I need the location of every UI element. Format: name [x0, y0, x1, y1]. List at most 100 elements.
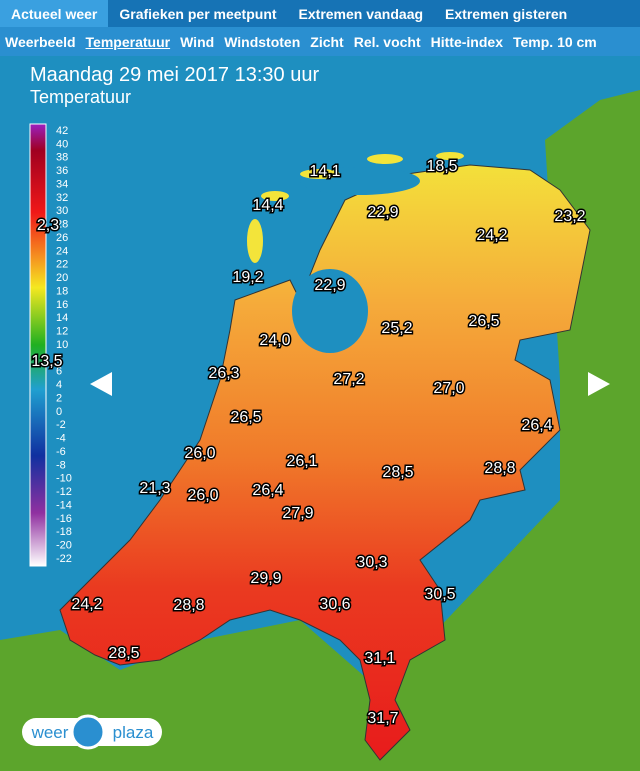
subtab[interactable]: Zicht: [310, 34, 344, 50]
station-temp: 28,8: [484, 460, 515, 477]
tab-bar: Actueel weer Grafieken per meetpunt Extrem…: [0, 0, 640, 27]
station-temp: 18,5: [426, 158, 457, 175]
scale-label: -14: [56, 499, 72, 511]
scale-label: 16: [56, 299, 68, 311]
tab[interactable]: Extremen gisteren: [445, 6, 568, 22]
scale-label: 20: [56, 272, 68, 284]
lake: [292, 269, 368, 353]
subtab[interactable]: Rel. vocht: [353, 34, 421, 50]
scale-label: 28: [56, 219, 68, 231]
station-temp: 28,8: [173, 597, 204, 614]
scale-label: 22: [56, 259, 68, 271]
station-temp: 30,3: [356, 554, 387, 571]
subtab[interactable]: Wind: [180, 34, 215, 50]
logo[interactable]: weer plaza: [22, 714, 162, 750]
station-temp: 25,2: [381, 320, 412, 337]
neighbour-land: [0, 90, 640, 771]
scale-label: -16: [56, 513, 72, 525]
subtab[interactable]: Weerbeeld: [5, 34, 76, 50]
station-temp: 22,9: [314, 277, 345, 294]
station-temp: 29,9: [250, 570, 281, 587]
subtab-bar: Weerbeeld Temperatuur Wind Windstoten Zicht R…: [0, 27, 640, 56]
scale-label: 6: [56, 366, 62, 378]
station-temp: 19,2: [232, 269, 263, 286]
scale-label: 38: [56, 152, 68, 164]
station-temp: 21,3: [139, 480, 170, 497]
scale-label: 18: [56, 285, 68, 297]
scale-label: 30: [56, 205, 68, 217]
station-temp: 28,5: [382, 464, 413, 481]
station-temp: 28,5: [108, 645, 139, 662]
station-temp: 24,0: [259, 332, 290, 349]
netherlands: [59, 164, 591, 761]
station-temp: 26,5: [230, 409, 261, 426]
station-temp: 27,9: [282, 505, 313, 522]
scale-label: -2: [56, 419, 66, 431]
station-temp: 24,2: [71, 596, 102, 613]
tab[interactable]: Actueel weer: [0, 0, 109, 27]
scale-label: 8: [56, 352, 62, 364]
island: [367, 154, 403, 164]
scale-label: -12: [56, 486, 72, 498]
station-temp: 26,4: [521, 417, 552, 434]
scale-label: 4: [56, 379, 62, 391]
logo-left: weer: [31, 723, 69, 742]
scale-label: -20: [56, 540, 72, 552]
subtab[interactable]: Temp. 10 cm: [512, 34, 597, 50]
station-temp: 27,0: [433, 380, 464, 397]
station-temp: 26,0: [184, 445, 215, 462]
island: [300, 169, 340, 179]
scale-bar: [29, 123, 47, 567]
scale-label: 36: [56, 165, 68, 177]
scale-label: -4: [56, 433, 66, 445]
scale-label: 32: [56, 192, 68, 204]
island: [261, 191, 289, 201]
scale-label: -6: [56, 446, 66, 458]
scale-label: -8: [56, 459, 66, 471]
map: Maandag 29 mei 2017 13:30 uur Temperatuu…: [0, 64, 640, 771]
tab[interactable]: Extremen vandaag: [298, 6, 424, 22]
map-subtitle: Temperatuur: [30, 87, 131, 107]
station-temp: 26,4: [252, 482, 283, 499]
scale-label: 14: [56, 312, 68, 324]
station-temp: 26,5: [468, 313, 499, 330]
station-temp: 14,1: [309, 163, 340, 180]
tab[interactable]: Grafieken per meetpunt: [119, 6, 277, 22]
subtab[interactable]: Windstoten: [224, 34, 301, 50]
station-temp: 24,2: [476, 227, 507, 244]
station-temp: 30,5: [424, 586, 455, 603]
scale-label: 2: [56, 392, 62, 404]
scale-label: 34: [56, 178, 68, 190]
island: [436, 152, 464, 160]
station-temp: 30,6: [319, 596, 350, 613]
station-temp: 26,1: [286, 453, 317, 470]
scale-label: 26: [56, 232, 68, 244]
scale-label: -22: [56, 553, 72, 565]
station-temp: 22,9: [367, 204, 398, 221]
map-title: Maandag 29 mei 2017 13:30 uur: [30, 64, 319, 86]
station-temp: 31,7: [367, 710, 398, 727]
logo-right: plaza: [113, 723, 154, 742]
scale-label: 24: [56, 245, 68, 257]
scale-label: 12: [56, 326, 68, 338]
scale-label: 10: [56, 339, 68, 351]
island: [247, 219, 263, 263]
station-temp: 26,3: [208, 365, 239, 382]
scale-label: -10: [56, 473, 72, 485]
scale-label: 40: [56, 138, 68, 150]
station-temp: 26,0: [187, 487, 218, 504]
subtab[interactable]: Hitte-index: [430, 34, 503, 50]
station-temp: 2,3: [37, 217, 59, 234]
station-temp: 13,5: [31, 353, 62, 370]
station-temp: 23,2: [554, 208, 585, 225]
station-temp: 14,4: [252, 197, 283, 214]
station-temp: 31,1: [364, 650, 395, 667]
prev-arrow[interactable]: [90, 372, 112, 396]
next-arrow[interactable]: [588, 372, 610, 396]
scale-label: 0: [56, 406, 62, 418]
subtab[interactable]: Temperatuur: [85, 34, 171, 50]
scale-label: -18: [56, 526, 72, 538]
station-temp: 27,2: [333, 371, 364, 388]
scale-label: 42: [56, 125, 68, 137]
